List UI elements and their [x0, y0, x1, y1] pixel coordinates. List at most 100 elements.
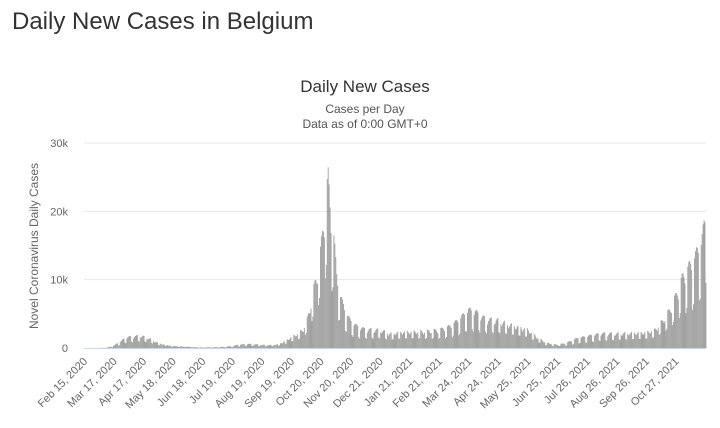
bar [611, 332, 612, 348]
bar [577, 338, 579, 348]
bar [454, 320, 456, 348]
bar [367, 330, 369, 348]
bar [660, 320, 662, 348]
bar [112, 347, 113, 348]
bar [384, 330, 385, 348]
bar [502, 323, 504, 348]
bar [134, 337, 135, 348]
bar [189, 347, 191, 348]
bar [179, 346, 181, 348]
bar [116, 343, 118, 348]
bar [588, 335, 590, 348]
bar [676, 295, 678, 348]
bar [296, 336, 298, 348]
bar [472, 331, 474, 348]
bar [521, 329, 523, 348]
bar [301, 331, 303, 348]
bar [111, 347, 113, 348]
bar [268, 345, 270, 348]
bar [649, 333, 651, 348]
bar [605, 339, 607, 348]
bar [431, 338, 433, 348]
bar [351, 335, 353, 348]
bar [471, 329, 473, 348]
bar [599, 341, 601, 348]
bar [427, 330, 429, 348]
bar [236, 344, 238, 348]
bar [590, 334, 591, 348]
bar [194, 347, 196, 348]
bar [108, 347, 110, 348]
bar [500, 324, 502, 348]
bar [248, 343, 250, 348]
bar [146, 338, 148, 348]
bar [633, 339, 634, 348]
bar [641, 333, 643, 348]
bar [208, 347, 210, 348]
bar [583, 336, 585, 348]
bar [216, 347, 217, 348]
bar [495, 320, 497, 348]
bar [444, 331, 445, 348]
bar [634, 334, 636, 348]
bar [230, 346, 232, 348]
bar [700, 245, 702, 348]
bar [388, 334, 390, 348]
bar [632, 338, 633, 348]
bar [595, 333, 597, 348]
bar [107, 347, 109, 348]
bar [124, 342, 126, 348]
bar [224, 347, 226, 348]
bar [270, 344, 272, 348]
bar [443, 329, 445, 348]
bar [123, 338, 125, 348]
bar [683, 277, 685, 348]
bar [167, 345, 169, 348]
bar [342, 299, 343, 348]
bar [587, 336, 589, 348]
bar [362, 327, 363, 348]
bar [650, 333, 652, 348]
bar [613, 335, 615, 348]
bar [488, 321, 489, 348]
bar [341, 296, 342, 348]
bar [307, 313, 309, 348]
bar [253, 344, 255, 348]
bar [594, 334, 596, 348]
bar [679, 313, 681, 348]
bar [424, 332, 425, 348]
bar [680, 277, 682, 348]
bar [426, 329, 428, 348]
bar [135, 335, 137, 348]
bar [544, 342, 546, 348]
bar [256, 344, 258, 348]
bar [430, 333, 432, 348]
bar [612, 340, 614, 348]
bar [538, 342, 540, 348]
bar [392, 339, 394, 348]
bar [266, 345, 268, 348]
bar [448, 325, 450, 348]
bar [297, 334, 299, 348]
bar [666, 328, 668, 348]
bar [481, 317, 483, 348]
bar [498, 332, 500, 348]
bar [165, 346, 167, 348]
bar [140, 337, 142, 348]
bar [584, 336, 586, 348]
bar [415, 333, 417, 348]
bar [690, 263, 692, 348]
bar [384, 338, 386, 348]
bar [461, 315, 463, 348]
bar [195, 347, 196, 348]
bar [364, 337, 366, 348]
bar [615, 333, 617, 348]
bar [279, 345, 280, 348]
bar [183, 346, 185, 348]
bar [558, 346, 560, 348]
bar [258, 346, 259, 348]
bar [227, 346, 229, 348]
bar [243, 343, 245, 348]
bar [137, 341, 139, 348]
